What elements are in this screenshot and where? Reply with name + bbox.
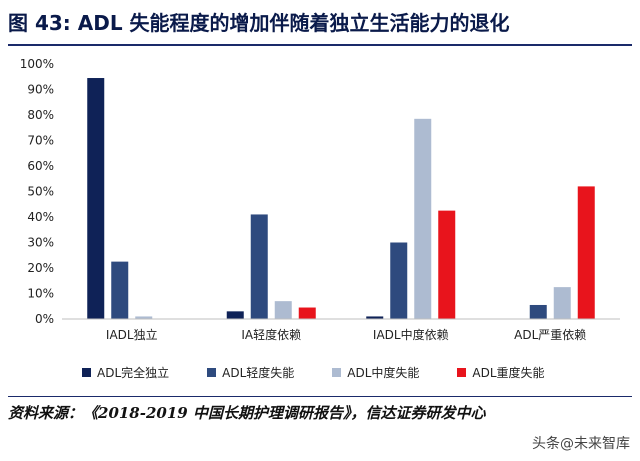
legend-item: ADL轻度失能 [207, 364, 294, 381]
y-tick-label: 100% [20, 57, 54, 71]
bar [529, 304, 547, 319]
x-axis: IADL独立 IA轻度依赖 IADL中度依赖 ADL严重依赖 [62, 318, 620, 342]
legend-item: ADL完全独立 [82, 364, 169, 381]
legend-label: ADL完全独立 [97, 365, 170, 380]
bar [111, 261, 129, 319]
legend-label: ADL重度失能 [472, 365, 545, 380]
y-tick-label: 50% [27, 185, 54, 199]
source-divider [8, 396, 632, 397]
bar [414, 118, 432, 319]
y-tick-label: 90% [27, 83, 54, 97]
x-category-label: IADL中度依赖 [373, 327, 449, 342]
bar [87, 78, 105, 320]
chart-title: 图 43: ADL 失能程度的增加伴随着独立生活能力的退化 [8, 11, 510, 35]
bar [135, 316, 153, 319]
bar [366, 316, 384, 319]
legend-swatch [332, 367, 342, 377]
source-note: 资料来源：《2018-2019 中国长期护理调研报告》，信达证券研发中心 [8, 404, 486, 422]
legend: ADL完全独立 ADL轻度失能 ADL中度失能 ADL重度失能 [82, 362, 545, 382]
legend-label: ADL中度失能 [347, 365, 420, 380]
bar [298, 307, 316, 319]
y-tick-label: 70% [27, 134, 54, 148]
y-tick-label: 30% [27, 236, 54, 250]
y-tick-label: 10% [27, 287, 54, 301]
title-divider [8, 44, 632, 46]
legend-swatch [82, 367, 91, 377]
bar [438, 210, 456, 319]
y-tick-label: 20% [27, 261, 54, 275]
x-category-label: IADL独立 [106, 327, 158, 342]
x-category-label: IA轻度依赖 [241, 327, 301, 342]
bar [577, 186, 595, 319]
bar [553, 287, 571, 319]
legend-label: ADL轻度失能 [222, 365, 295, 380]
legend-swatch [457, 367, 467, 377]
bar [274, 301, 292, 319]
y-tick-label: 40% [27, 210, 54, 224]
y-tick-label: 0% [35, 312, 54, 326]
bar [250, 214, 268, 319]
bar [390, 242, 408, 319]
x-category-label: ADL严重依赖 [514, 327, 586, 342]
y-tick-label: 80% [27, 108, 54, 122]
bar-chart: 0% 10% 20% 30% 40% 50% 60% 70% 80% 90% 100% IADL独立… [20, 57, 620, 342]
legend-swatch [207, 367, 217, 377]
bar [226, 311, 244, 319]
legend-item: ADL重度失能 [457, 364, 545, 381]
y-tick-label: 60% [27, 159, 54, 173]
watermark: 头条@未来智库 [532, 436, 630, 452]
legend-item: ADL中度失能 [332, 364, 419, 381]
bars [87, 78, 595, 320]
y-axis: 0% 10% 20% 30% 40% 50% 60% 70% 80% 90% 100% [20, 57, 54, 326]
